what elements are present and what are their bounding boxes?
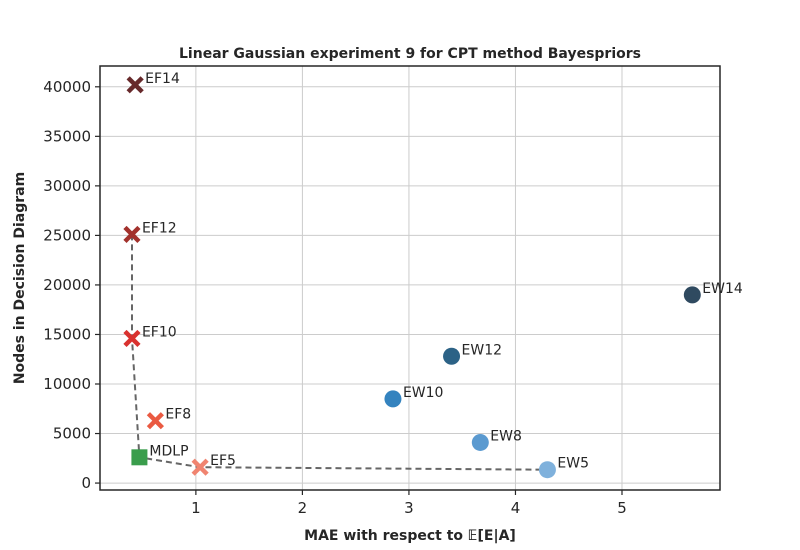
point-ew5-marker <box>538 461 556 479</box>
point-ef12-marker <box>123 225 141 244</box>
point-ef14-marker <box>126 76 144 94</box>
y-tick-label-2: 10000 <box>43 375 91 393</box>
point-ew5-label: EW5 <box>557 456 589 472</box>
grid-lines <box>100 66 720 490</box>
point-ew12-label: EW12 <box>462 342 503 358</box>
point-ef12-label: EF12 <box>142 220 177 236</box>
x-tick-label-2: 3 <box>404 499 414 517</box>
axis-ticks: 1 2 3 4 5 0 5000 10000 15000 20000 25000 30000 35000… <box>43 78 626 517</box>
point-ew14-marker <box>683 286 701 304</box>
y-tick-label-8: 40000 <box>43 78 91 96</box>
point-mdlp-label: MDLP <box>149 443 188 459</box>
y-tick-label-6: 30000 <box>43 177 91 195</box>
point-ew14-label: EW14 <box>702 281 743 297</box>
y-tick-label-4: 20000 <box>43 276 91 294</box>
y-tick-label-0: 0 <box>81 474 91 492</box>
point-ef14-label: EF14 <box>145 71 180 87</box>
x-tick-label-0: 1 <box>191 499 201 517</box>
y-tick-label-1: 5000 <box>53 425 91 443</box>
point-ef10-marker <box>123 329 141 348</box>
y-tick-label-3: 15000 <box>43 325 91 343</box>
point-mdlp-marker <box>131 449 148 466</box>
point-ef8-label: EF8 <box>165 407 191 423</box>
point-ew8-marker <box>471 433 489 451</box>
x-tick-label-3: 4 <box>511 499 521 517</box>
x-axis-label: MAE with respect to 𝔼[E|A] <box>304 528 516 544</box>
point-ef10-label: EF10 <box>142 324 177 340</box>
chart-title: Linear Gaussian experiment 9 for CPT met… <box>179 46 641 62</box>
point-ef5-marker <box>191 458 209 476</box>
x-tick-label-1: 2 <box>298 499 308 517</box>
plot-frame <box>99 65 721 491</box>
y-tick-label-7: 35000 <box>43 127 91 145</box>
point-ew12-marker <box>443 347 461 365</box>
point-ef5-label: EF5 <box>210 453 236 469</box>
y-tick-label-5: 25000 <box>43 226 91 244</box>
y-axis-label: Nodes in Decision Diagram <box>12 172 28 384</box>
point-ew10-label: EW10 <box>403 385 444 401</box>
point-ew10-marker <box>384 390 402 408</box>
point-ew8-label: EW8 <box>490 428 522 444</box>
point-ef8-marker <box>146 412 164 430</box>
data-points: EF14 EF12 EF10 EF8 EF5 MDLP EW14 EW12 EW10 EW8 EW5 <box>123 71 743 479</box>
x-tick-label-4: 5 <box>617 499 627 517</box>
